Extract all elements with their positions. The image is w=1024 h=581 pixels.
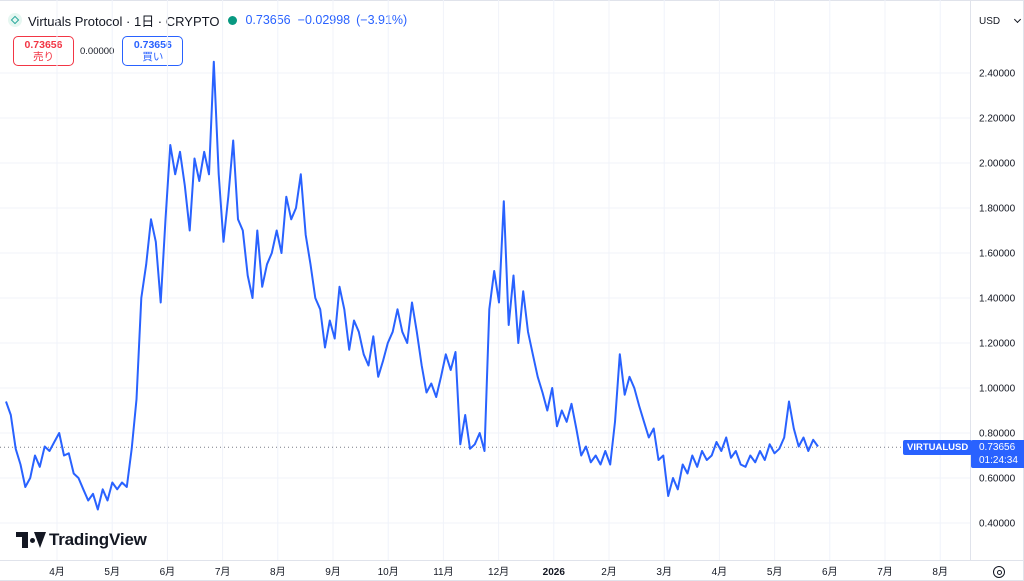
symbol-price-tag: VIRTUALUSD bbox=[903, 440, 973, 455]
price-tick-label: 1.80000 bbox=[979, 204, 1016, 215]
settings-gear-icon[interactable] bbox=[993, 566, 1005, 578]
price-tick-label: 2.20000 bbox=[979, 114, 1016, 125]
time-tick-label: 7月 bbox=[215, 566, 231, 578]
buy-price: 0.73656 bbox=[133, 39, 172, 51]
sell-button[interactable]: 0.73656 売り bbox=[13, 36, 74, 66]
tradingview-logo-text: TradingView bbox=[49, 530, 147, 549]
price-tick-label: 1.20000 bbox=[979, 339, 1016, 350]
header-change-percent: (−3.91%) bbox=[356, 13, 408, 27]
header-price: 0.73656 bbox=[245, 13, 291, 27]
market-status-icon bbox=[228, 15, 238, 25]
last-price-value: 0.73656 bbox=[979, 442, 1016, 453]
time-tick-label: 2026 bbox=[543, 567, 566, 578]
quote-panel: 0.73656 売り 0.00000 0.73656 買い bbox=[13, 36, 184, 66]
grid bbox=[0, 0, 970, 560]
price-axis[interactable]: 0.40000 0.60000 0.80000 1.00000 1.20000 1.400… bbox=[979, 69, 1016, 530]
price-tick-label: 1.60000 bbox=[979, 249, 1016, 260]
time-tick-label: 6月 bbox=[822, 566, 838, 578]
price-tick-label: 0.80000 bbox=[979, 429, 1016, 440]
bar-countdown: 01:24:34 bbox=[979, 455, 1018, 466]
buy-button[interactable]: 0.73656 買い bbox=[122, 36, 184, 66]
price-tick-label: 0.60000 bbox=[979, 474, 1016, 485]
time-tick-label: 9月 bbox=[325, 566, 341, 578]
time-tick-label: 12月 bbox=[488, 566, 509, 578]
time-tick-label: 2月 bbox=[601, 566, 617, 578]
last-price-tag: 0.73656 01:24:34 bbox=[971, 440, 1024, 468]
price-tick-label: 2.00000 bbox=[979, 159, 1016, 170]
currency-label: USD bbox=[979, 15, 1001, 27]
coin-logo-icon bbox=[8, 13, 22, 27]
symbol-title[interactable]: Virtuals Protocol · 1日 · CRYPTO bbox=[28, 13, 220, 29]
time-tick-label: 8月 bbox=[270, 566, 286, 578]
price-tick-label: 1.00000 bbox=[979, 384, 1016, 395]
spread-value: 0.00000 bbox=[80, 45, 115, 57]
time-tick-label: 5月 bbox=[104, 566, 120, 578]
time-tick-label: 5月 bbox=[767, 566, 783, 578]
tradingview-logo[interactable]: TradingView bbox=[16, 530, 147, 550]
time-tick-label: 6月 bbox=[160, 566, 176, 578]
sell-price: 0.73656 bbox=[24, 39, 63, 51]
price-tick-label: 2.40000 bbox=[979, 69, 1016, 80]
time-tick-label: 10月 bbox=[378, 566, 399, 578]
buy-label: 買い bbox=[142, 51, 164, 63]
price-series-line bbox=[5, 60, 819, 511]
time-tick-label: 3月 bbox=[656, 566, 672, 578]
sell-label: 売り bbox=[33, 51, 54, 63]
time-axis[interactable]: 4月 5月 6月 7月 8月 9月 10月 11月 12月 2026 2月 3月 4月 5月 6月 7月 8月 bbox=[49, 566, 948, 578]
time-tick-label: 8月 bbox=[932, 566, 948, 578]
tradingview-logo-icon bbox=[16, 532, 46, 548]
price-tick-label: 1.40000 bbox=[979, 294, 1016, 305]
time-tick-label: 4月 bbox=[49, 566, 65, 578]
time-tick-label: 11月 bbox=[433, 566, 453, 578]
time-tick-label: 7月 bbox=[877, 566, 893, 578]
header-change: −0.02998 bbox=[297, 13, 351, 27]
symbol-header: Virtuals Protocol · 1日 · CRYPTO 0.73656 … bbox=[8, 10, 407, 30]
price-tick-label: 0.40000 bbox=[979, 519, 1016, 530]
time-tick-label: 4月 bbox=[712, 566, 728, 578]
